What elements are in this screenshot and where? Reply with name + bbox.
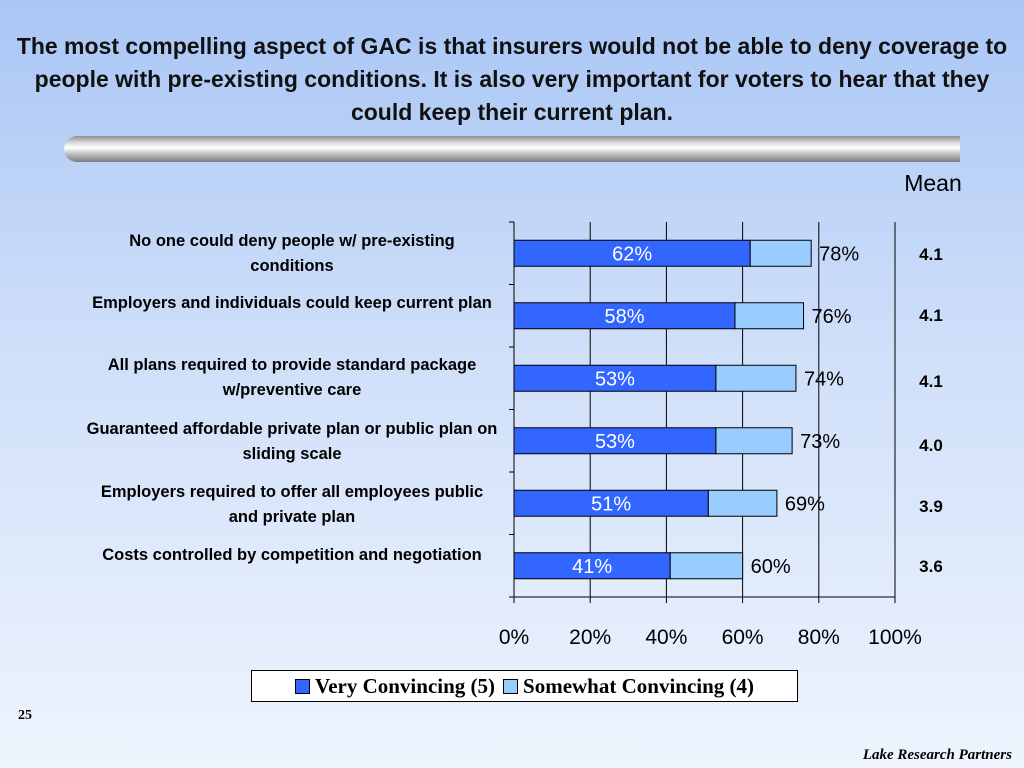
bar-very-convincing — [513, 552, 671, 580]
category-label: No one could deny people w/ pre-existing… — [129, 232, 455, 275]
bar-data-label: 51% — [591, 493, 631, 515]
mean-value: 4.0 — [919, 436, 943, 455]
bar-somewhat-convincing — [749, 239, 812, 267]
category-label: Guaranteed affordable private plan or pu… — [86, 420, 498, 463]
mean-value: 4.1 — [919, 245, 943, 264]
category-label: All plans required to provide standard p… — [107, 356, 477, 399]
chart-legend: Very Convincing (5) Somewhat Convincing … — [251, 670, 798, 702]
mean-column-header: Mean — [904, 170, 962, 196]
legend-swatch-somewhat — [503, 678, 519, 694]
bar-very-convincing — [513, 239, 751, 267]
bar-somewhat-convincing — [734, 302, 805, 330]
decorative-divider-bar — [64, 136, 960, 162]
bar-very-convincing — [513, 489, 709, 517]
category-label: Employers required to offer all employee… — [100, 483, 484, 526]
mean-value: 4.1 — [919, 372, 943, 391]
bar-very-convincing — [513, 302, 736, 330]
bar-total-label: 78% — [819, 243, 859, 265]
legend-label-somewhat: Somewhat Convincing (4) — [523, 673, 755, 698]
bar-total-label: 76% — [812, 306, 852, 328]
bar-total-label: 73% — [800, 431, 840, 453]
x-tick-label: 60% — [722, 626, 764, 649]
bar-data-label: 53% — [595, 431, 635, 453]
bar-data-label: 41% — [572, 556, 612, 578]
legend-item-somewhat: Somewhat Convincing (4) — [503, 674, 754, 699]
bar-very-convincing — [513, 364, 717, 392]
slide-title: The most compelling aspect of GAC is tha… — [16, 33, 1008, 125]
bar-somewhat-convincing — [715, 427, 793, 455]
bar-data-label: 58% — [604, 306, 644, 328]
mean-value: 4.1 — [919, 306, 943, 325]
x-tick-label: 80% — [798, 626, 840, 649]
bar-very-convincing — [513, 427, 717, 455]
bar-somewhat-convincing — [715, 364, 797, 392]
bar-data-label: 62% — [612, 243, 652, 265]
bar-somewhat-convincing — [669, 552, 744, 580]
x-tick-label: 0% — [499, 626, 529, 649]
x-tick-label: 100% — [868, 626, 922, 649]
legend-swatch-very — [294, 678, 310, 694]
x-tick-label: 40% — [645, 626, 687, 649]
legend-label-very: Very Convincing (5) — [314, 673, 496, 698]
mean-value: 3.9 — [919, 497, 943, 516]
bar-data-label: 53% — [595, 368, 635, 390]
x-tick-label: 20% — [569, 626, 611, 649]
bar-total-label: 69% — [785, 493, 825, 515]
bar-total-label: 60% — [751, 556, 791, 578]
category-label: Costs controlled by competition and nego… — [102, 546, 482, 564]
legend-item-very: Very Convincing (5) — [294, 673, 496, 699]
footer-credit: Lake Research Partners — [862, 747, 1012, 763]
category-label: Employers and individuals could keep cur… — [92, 294, 492, 312]
mean-value: 3.6 — [919, 557, 943, 576]
bar-total-label: 74% — [804, 368, 844, 390]
page-number: 25 — [18, 708, 32, 723]
bar-somewhat-convincing — [707, 489, 778, 517]
